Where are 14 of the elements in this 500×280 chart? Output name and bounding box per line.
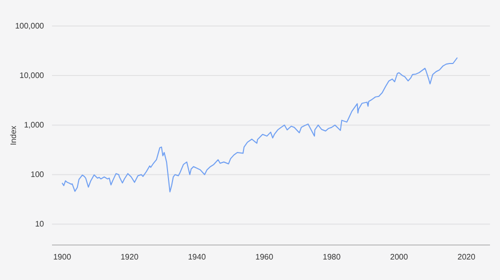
y-tick-label: 1,000 xyxy=(24,120,45,130)
x-tick-label: 1920 xyxy=(120,252,139,262)
y-tick-label: 100,000 xyxy=(15,22,45,31)
y-tick-label: 10,000 xyxy=(20,71,45,80)
line-series xyxy=(62,57,458,192)
x-tick-label: 1940 xyxy=(188,252,206,262)
y-tick-label: 100 xyxy=(30,170,45,180)
x-tick-label: 2020 xyxy=(458,252,476,262)
y-axis-title: Index xyxy=(9,126,18,146)
y-tick-label: 10 xyxy=(35,220,45,229)
x-tick-label: 1900 xyxy=(53,252,72,262)
x-tick-label: 1980 xyxy=(322,252,342,262)
x-tick-label: 1960 xyxy=(255,252,274,262)
x-tick-label: 2000 xyxy=(390,252,408,262)
